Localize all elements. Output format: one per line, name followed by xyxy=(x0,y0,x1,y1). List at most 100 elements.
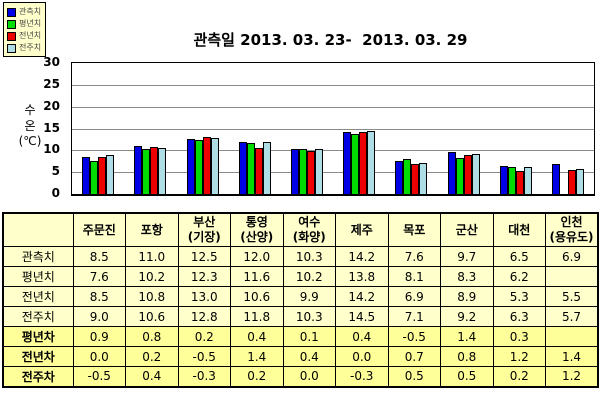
data-cell: 10.2 xyxy=(125,266,179,287)
row-header: 전주차 xyxy=(2,366,74,387)
data-cell: 8.5 xyxy=(72,246,126,267)
bar-prev-year xyxy=(202,137,211,194)
row-header: 전년차 xyxy=(2,346,74,367)
row-header: 관측치 xyxy=(2,246,74,267)
data-cell: 9.0 xyxy=(72,306,126,327)
data-cell: 9.9 xyxy=(282,286,336,307)
table-header-row: 주문진 포항 부산 (기장) 통영 (산양) 여수 (화양) 제주 목포 군산 대천 인천 (용유… xyxy=(2,212,599,247)
bar-normal xyxy=(403,158,412,194)
legend-swatch-prev-year xyxy=(7,31,16,41)
data-cell: 10.6 xyxy=(125,306,179,327)
bar-prev-year xyxy=(359,132,368,194)
y-axis-title: 수 온 (℃) xyxy=(18,103,42,149)
data-cell: 13.0 xyxy=(177,286,231,307)
data-cell: 8.3 xyxy=(440,266,494,287)
bar-prev-year xyxy=(98,156,107,194)
data-cell: 8.1 xyxy=(387,266,441,287)
data-cell: 6.9 xyxy=(545,246,599,267)
bar-group-8 xyxy=(437,63,489,194)
bar-prev-year xyxy=(515,170,524,194)
chart-legend: 관측치 평년치 전년치 전주치 xyxy=(3,2,47,57)
bar-prev-year xyxy=(306,150,315,194)
plot-area xyxy=(71,62,595,196)
bar-group-4 xyxy=(229,63,281,194)
data-cell: 5.3 xyxy=(492,286,546,307)
column-header: 통영 (산양) xyxy=(230,212,284,247)
data-cell: 0.2 xyxy=(125,346,179,367)
data-table-wrap: 주문진 포항 부산 (기장) 통영 (산양) 여수 (화양) 제주 목포 군산 대천 인천 (용유… xyxy=(2,212,599,388)
data-cell: -0.5 xyxy=(72,366,126,387)
legend-item-prev-year: 전년치 xyxy=(7,30,41,42)
legend-item-label: 전주치 xyxy=(19,43,42,52)
legend-swatch-observed xyxy=(7,7,16,17)
bar-normal xyxy=(194,140,203,194)
data-cell: 10.8 xyxy=(125,286,179,307)
data-cell: 6.3 xyxy=(492,306,546,327)
data-cell: 0.7 xyxy=(387,346,441,367)
bar-normal xyxy=(246,143,255,194)
bar-normal xyxy=(298,149,307,194)
data-cell: -0.3 xyxy=(335,366,389,387)
y-axis-tick-label: 0 xyxy=(51,186,60,200)
gridline xyxy=(72,84,594,86)
data-cell: 12.0 xyxy=(230,246,284,267)
bar-normal xyxy=(142,149,151,194)
table-row: 평년차 0.9 0.8 0.2 0.4 0.1 0.4 -0.5 1.4 0.3 xyxy=(2,326,599,347)
column-header: 군산 xyxy=(440,212,494,247)
data-cell: 0.4 xyxy=(335,326,389,347)
data-cell: 6.5 xyxy=(492,246,546,267)
bar-normal xyxy=(455,157,464,194)
column-header: 목포 xyxy=(387,212,441,247)
data-cell: -0.3 xyxy=(177,366,231,387)
bar-normal xyxy=(90,160,99,194)
data-cell: 0.4 xyxy=(125,366,179,387)
y-axis-tick-label: 15 xyxy=(43,120,60,135)
legend-item-label: 전년치 xyxy=(19,31,42,40)
y-axis-tick-label: 30 xyxy=(43,55,60,69)
chart-title: 관측일 2013. 03. 23- 2013. 03. 29 xyxy=(193,31,468,49)
data-cell: 7.6 xyxy=(72,266,126,287)
data-cell: 14.2 xyxy=(335,286,389,307)
data-cell: 0.8 xyxy=(440,346,494,367)
bar-observed xyxy=(395,160,404,194)
corner-cell xyxy=(2,212,74,247)
data-cell: 12.3 xyxy=(177,266,231,287)
data-cell: 12.8 xyxy=(177,306,231,327)
gridline xyxy=(72,150,594,152)
data-cell: 1.2 xyxy=(545,366,599,387)
data-cell: 5.5 xyxy=(545,286,599,307)
bar-group-7 xyxy=(385,63,437,194)
data-cell: 0.5 xyxy=(440,366,494,387)
data-cell: 0.5 xyxy=(387,366,441,387)
data-cell: 11.0 xyxy=(125,246,179,267)
legend-swatch-normal xyxy=(7,19,16,29)
data-cell xyxy=(545,266,599,287)
data-cell: 0.3 xyxy=(492,326,546,347)
bar-prev-year xyxy=(567,169,576,194)
data-cell: 0.2 xyxy=(177,326,231,347)
data-cell: 0.4 xyxy=(230,326,284,347)
bar-observed xyxy=(343,132,352,194)
bar-group-1 xyxy=(72,63,124,194)
y-axis-tick-label: 25 xyxy=(43,76,60,91)
table-row: 전년치 8.5 10.8 13.0 10.6 9.9 14.2 6.9 8.9 5.3 5.5 xyxy=(2,286,599,307)
y-axis-tick-label: 10 xyxy=(43,142,60,157)
bar-observed xyxy=(134,145,143,194)
row-header: 전주치 xyxy=(2,306,74,327)
legend-item-label: 관측치 xyxy=(19,7,42,16)
data-cell: 0.0 xyxy=(335,346,389,367)
column-header: 인천 (용유도) xyxy=(545,212,599,247)
bar-prev-year xyxy=(411,163,420,194)
column-header: 여수 (화양) xyxy=(282,212,336,247)
data-cell: 14.2 xyxy=(335,246,389,267)
data-cell: 0.0 xyxy=(282,366,336,387)
bar-group-6 xyxy=(333,63,385,194)
data-cell: -0.5 xyxy=(387,326,441,347)
data-cell: 14.5 xyxy=(335,306,389,327)
y-axis-tick-label: 20 xyxy=(43,98,60,113)
bar-observed xyxy=(82,156,91,194)
data-cell: 10.6 xyxy=(230,286,284,307)
data-cell: 1.4 xyxy=(230,346,284,367)
bar-group-2 xyxy=(124,63,176,194)
data-cell: 10.2 xyxy=(282,266,336,287)
